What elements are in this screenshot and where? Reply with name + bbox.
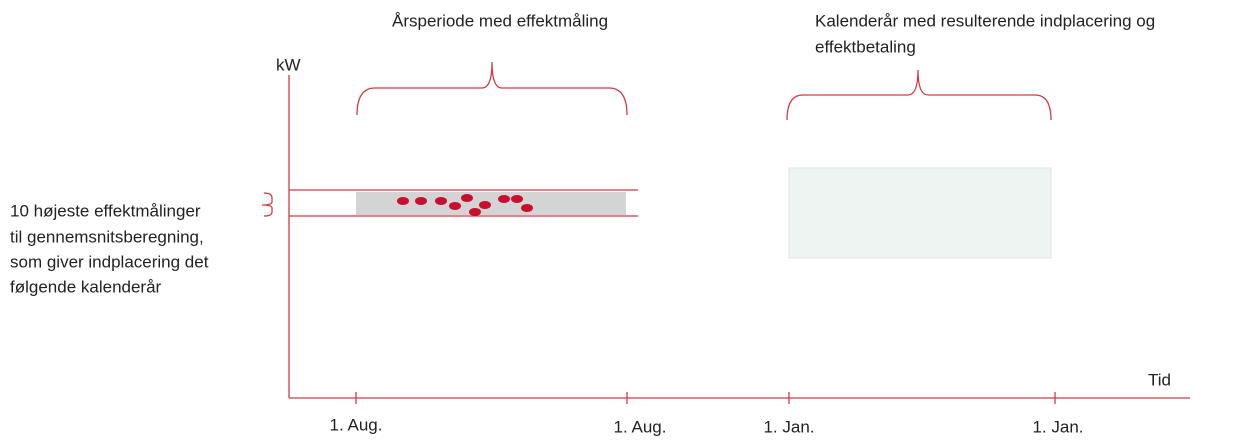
x-tick-label: 1. Jan. [763, 417, 814, 436]
measurement-period-box [356, 192, 626, 215]
x-axis-label: Tid [1148, 370, 1171, 389]
calendar-label: Kalenderår med resulterende indplacering… [815, 11, 1155, 30]
measurement-label: som giver indplacering det [10, 252, 209, 271]
x-tick-marks [355, 392, 1056, 404]
calendar-brace [786, 69, 1052, 121]
x-tick-label: 1. Aug. [330, 415, 383, 434]
period-brace [356, 61, 628, 116]
y-axis-label: kW [276, 55, 301, 74]
measurement-label: følgende kalenderår [10, 277, 162, 296]
measurement-label: til gennemsnitsberegning, [10, 227, 204, 246]
calendar-label: effektbetaling [815, 37, 916, 56]
measurement-label: 10 højeste effektmålinger [10, 201, 201, 220]
period-label: Årsperiode med effektmåling [392, 11, 608, 30]
x-tick-label: 1. Aug. [614, 417, 667, 436]
measurement-brace [261, 192, 273, 217]
x-tick-label: 1. Jan. [1032, 417, 1083, 436]
calendar-year-box [788, 167, 1052, 259]
measurement-dots [397, 194, 533, 216]
